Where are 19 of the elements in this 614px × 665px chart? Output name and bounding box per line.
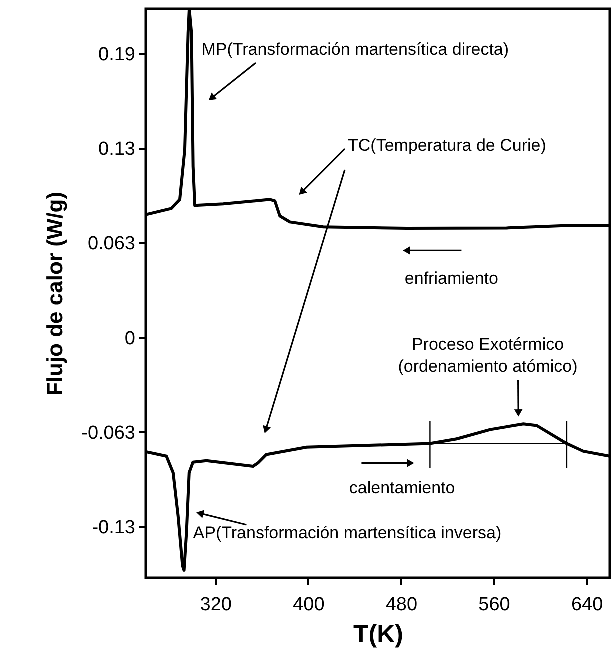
x-tick-label: 400 (293, 594, 325, 616)
annotation: MP(Transformación martensítica directa) (202, 40, 510, 59)
x-tick-label: 560 (478, 594, 510, 616)
x-axis-title: T(K) (354, 620, 404, 648)
y-tick-label: 0 (124, 328, 136, 350)
annotation: enfriamiento (404, 269, 498, 288)
x-tick-label: 480 (386, 594, 418, 616)
annotation: AP(Transformación martensítica inversa) (193, 523, 502, 542)
y-tick-label: -0.13 (92, 517, 136, 538)
x-tick-label: 640 (571, 594, 604, 616)
y-tick-label: 0.063 (88, 234, 136, 255)
y-tick-label: 0.19 (98, 44, 136, 66)
y-tick-label: 0.13 (98, 139, 136, 160)
y-axis-title: Flujo de calor (W/g) (42, 192, 68, 396)
y-tick-label: -0.063 (82, 422, 136, 444)
annotation: Proceso Exotérmico (ordenamiento atómico) (398, 335, 578, 376)
x-tick-label: 320 (200, 594, 232, 616)
annotation: TC(Temperatura de Curie) (348, 136, 546, 155)
annotation: calentamiento (349, 478, 456, 498)
